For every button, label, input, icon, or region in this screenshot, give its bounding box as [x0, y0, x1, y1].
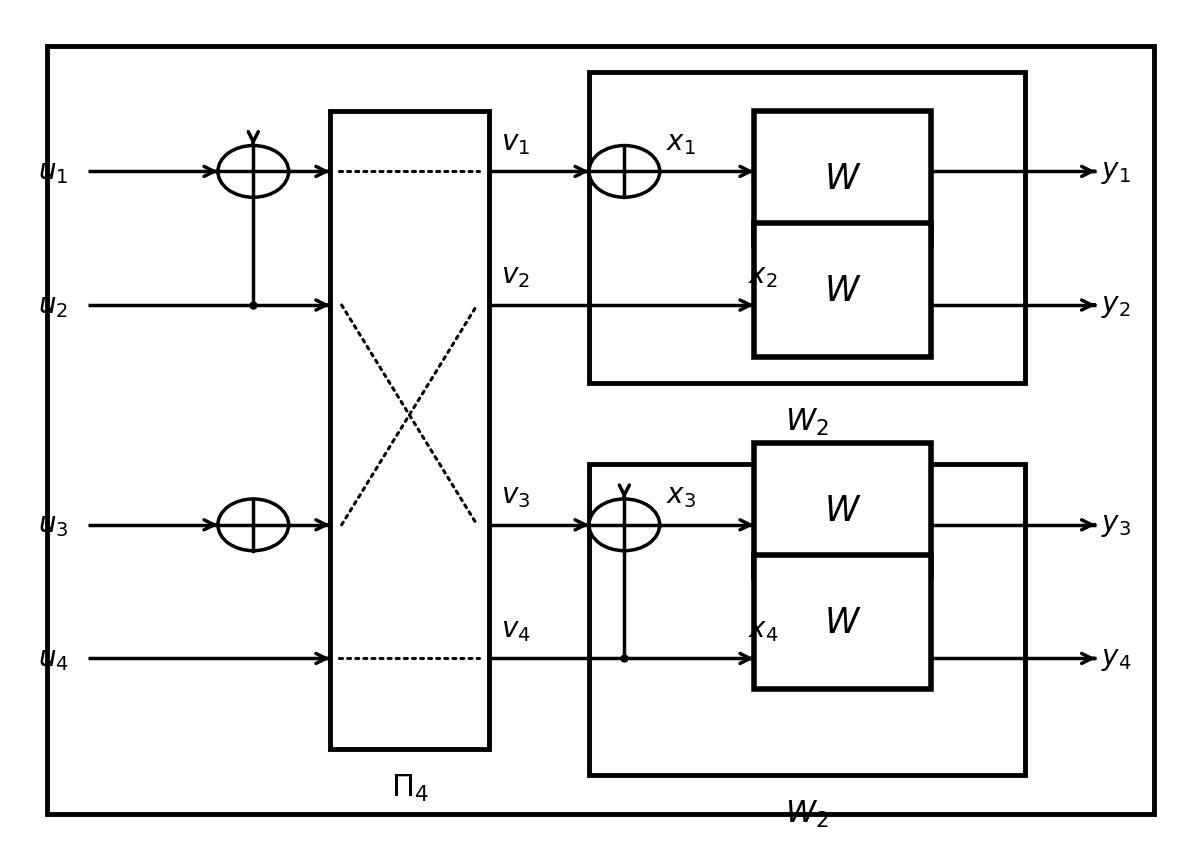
- Text: $y_4$: $y_4$: [1101, 645, 1132, 672]
- Text: $u_4$: $u_4$: [38, 645, 68, 672]
- FancyBboxPatch shape: [589, 73, 1025, 383]
- Text: $u_2$: $u_2$: [38, 292, 68, 319]
- Circle shape: [589, 499, 660, 551]
- Text: $v_3$: $v_3$: [501, 483, 530, 510]
- FancyBboxPatch shape: [754, 555, 931, 689]
- Text: $x_2$: $x_2$: [748, 263, 777, 290]
- Text: $W$: $W$: [823, 605, 861, 639]
- Text: $u_1$: $u_1$: [38, 158, 68, 186]
- Circle shape: [589, 146, 660, 198]
- Text: $v_4$: $v_4$: [501, 616, 530, 643]
- Text: $v_2$: $v_2$: [501, 263, 529, 290]
- Text: $W$: $W$: [823, 493, 861, 527]
- Text: $x_4$: $x_4$: [748, 616, 779, 643]
- Text: $W$: $W$: [823, 274, 861, 307]
- FancyBboxPatch shape: [754, 443, 931, 577]
- FancyBboxPatch shape: [754, 112, 931, 245]
- Text: $W_2$: $W_2$: [785, 406, 829, 437]
- FancyBboxPatch shape: [47, 47, 1154, 814]
- Text: $W_2$: $W_2$: [785, 798, 829, 829]
- Text: $v_1$: $v_1$: [501, 130, 530, 157]
- FancyBboxPatch shape: [330, 112, 489, 749]
- Text: $y_3$: $y_3$: [1101, 511, 1131, 539]
- Text: $x_1$: $x_1$: [666, 130, 695, 157]
- Text: $W$: $W$: [823, 162, 861, 195]
- Text: $y_2$: $y_2$: [1101, 292, 1131, 319]
- Text: $u_3$: $u_3$: [38, 511, 68, 539]
- FancyBboxPatch shape: [589, 465, 1025, 775]
- FancyBboxPatch shape: [754, 224, 931, 357]
- Text: $\Pi_4$: $\Pi_4$: [391, 772, 428, 803]
- Text: $y_1$: $y_1$: [1101, 158, 1131, 186]
- Text: $x_3$: $x_3$: [666, 483, 695, 510]
- Circle shape: [218, 499, 289, 551]
- Circle shape: [218, 146, 289, 198]
